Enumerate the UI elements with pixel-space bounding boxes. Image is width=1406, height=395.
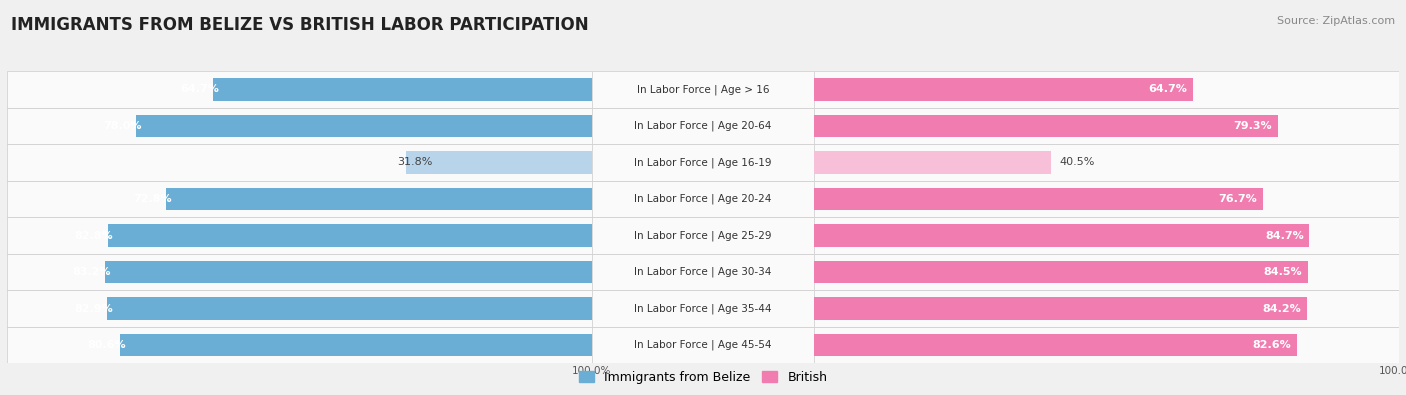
Bar xyxy=(814,71,1399,107)
Bar xyxy=(814,151,1052,174)
Text: In Labor Force | Age 35-44: In Labor Force | Age 35-44 xyxy=(634,303,772,314)
Text: In Labor Force | Age 25-29: In Labor Force | Age 25-29 xyxy=(634,230,772,241)
Text: IMMIGRANTS FROM BELIZE VS BRITISH LABOR PARTICIPATION: IMMIGRANTS FROM BELIZE VS BRITISH LABOR … xyxy=(11,16,589,34)
Text: 64.7%: 64.7% xyxy=(1147,85,1187,94)
Bar xyxy=(814,144,1399,181)
Text: Source: ZipAtlas.com: Source: ZipAtlas.com xyxy=(1277,16,1395,26)
Text: 82.8%: 82.8% xyxy=(75,231,114,241)
Bar xyxy=(7,254,592,290)
Bar xyxy=(592,254,814,290)
Bar xyxy=(214,78,592,101)
Bar xyxy=(814,107,1399,144)
Text: 82.6%: 82.6% xyxy=(1253,340,1291,350)
Text: In Labor Force | Age 16-19: In Labor Force | Age 16-19 xyxy=(634,157,772,168)
Bar xyxy=(136,115,592,137)
Bar xyxy=(166,188,592,210)
Bar xyxy=(108,224,592,247)
Text: 82.9%: 82.9% xyxy=(75,304,112,314)
Text: 76.7%: 76.7% xyxy=(1218,194,1257,204)
Bar xyxy=(592,181,814,217)
Bar xyxy=(7,290,592,327)
Bar xyxy=(814,188,1263,210)
Bar xyxy=(592,327,814,363)
Text: 40.5%: 40.5% xyxy=(1060,158,1095,167)
Text: 78.0%: 78.0% xyxy=(103,121,142,131)
Text: In Labor Force | Age 30-34: In Labor Force | Age 30-34 xyxy=(634,267,772,277)
Bar xyxy=(7,327,592,363)
Bar xyxy=(814,261,1309,283)
Text: 79.3%: 79.3% xyxy=(1233,121,1272,131)
Bar xyxy=(814,217,1399,254)
Text: In Labor Force | Age 45-54: In Labor Force | Age 45-54 xyxy=(634,340,772,350)
Bar xyxy=(814,224,1309,247)
Text: 80.6%: 80.6% xyxy=(87,340,127,350)
Text: 31.8%: 31.8% xyxy=(396,158,433,167)
Legend: Immigrants from Belize, British: Immigrants from Belize, British xyxy=(574,366,832,389)
Text: 84.5%: 84.5% xyxy=(1264,267,1302,277)
Bar xyxy=(121,334,592,356)
Bar xyxy=(7,144,592,181)
Bar xyxy=(105,261,592,283)
Bar xyxy=(7,181,592,217)
Bar xyxy=(592,290,814,327)
Bar xyxy=(814,254,1399,290)
Bar xyxy=(814,334,1298,356)
Text: 64.7%: 64.7% xyxy=(180,85,219,94)
Bar xyxy=(814,297,1306,320)
Bar xyxy=(814,115,1278,137)
Text: 72.8%: 72.8% xyxy=(134,194,172,204)
Text: In Labor Force | Age > 16: In Labor Force | Age > 16 xyxy=(637,84,769,95)
Bar xyxy=(7,107,592,144)
Bar xyxy=(592,217,814,254)
Text: 83.2%: 83.2% xyxy=(73,267,111,277)
Bar xyxy=(107,297,592,320)
Bar xyxy=(7,71,592,107)
Bar xyxy=(814,78,1192,101)
Bar xyxy=(592,71,814,107)
Bar xyxy=(406,151,592,174)
Bar xyxy=(814,181,1399,217)
Bar xyxy=(814,327,1399,363)
Bar xyxy=(592,144,814,181)
Text: In Labor Force | Age 20-24: In Labor Force | Age 20-24 xyxy=(634,194,772,204)
Text: 84.2%: 84.2% xyxy=(1263,304,1301,314)
Text: In Labor Force | Age 20-64: In Labor Force | Age 20-64 xyxy=(634,120,772,131)
Bar xyxy=(7,217,592,254)
Bar xyxy=(592,107,814,144)
Text: 84.7%: 84.7% xyxy=(1265,231,1303,241)
Bar xyxy=(814,290,1399,327)
